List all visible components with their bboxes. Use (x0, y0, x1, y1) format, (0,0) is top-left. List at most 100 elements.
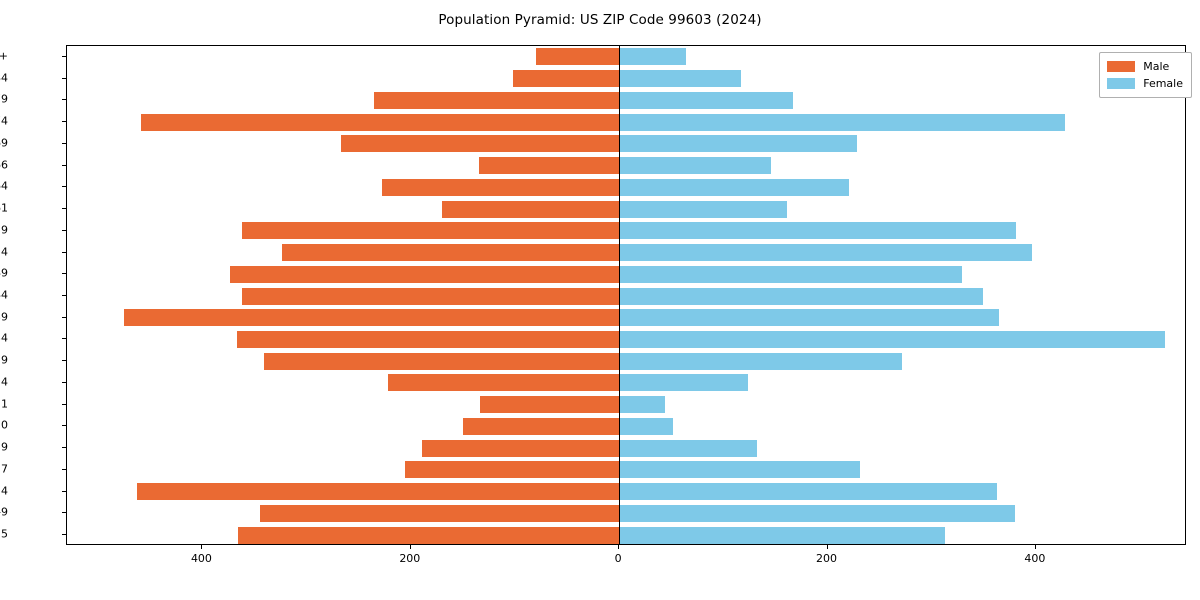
bar-male-25-29 (263, 352, 620, 370)
y-tick-label-5-9: 5-9 (0, 505, 8, 519)
bar-male-15-17 (404, 461, 620, 479)
y-tick-label-35-39: 35-39 (0, 310, 8, 324)
y-tick-mark (62, 55, 66, 57)
bar-female-10-14 (619, 483, 998, 501)
bar-male-45-49 (229, 265, 620, 283)
legend-label-male: Male (1143, 60, 1170, 73)
x-tick-mark (826, 545, 828, 549)
bar-female-80-84 (619, 70, 742, 88)
bar-male-60-61 (442, 200, 620, 218)
legend-swatch-female (1107, 78, 1136, 89)
x-tick-mark (618, 545, 620, 549)
y-tick-mark (62, 512, 66, 514)
y-tick-mark (62, 381, 66, 383)
bar-female-22-24 (619, 374, 749, 392)
bar-female-5-9 (619, 504, 1016, 522)
bar-female-50-54 (619, 244, 1032, 262)
x-tick-mark (201, 545, 203, 549)
bar-male-55-59 (242, 222, 620, 240)
y-tick-mark (62, 121, 66, 123)
y-tick-mark (62, 208, 66, 210)
bar-female-25-29 (619, 352, 902, 370)
y-tick-label-21: 21 (0, 397, 8, 411)
y-tick-label-85+: 85+ (0, 49, 8, 63)
y-tick-mark (62, 534, 66, 536)
x-tick-label-200-3: 200 (816, 552, 838, 565)
y-tick-mark (62, 490, 66, 492)
legend-item-male[interactable]: Male (1107, 58, 1183, 75)
x-tick-mark (409, 545, 411, 549)
bar-female-65-66 (619, 157, 772, 175)
bar-male-21 (479, 396, 620, 414)
zero-axis-line (619, 46, 621, 544)
bar-male-35-39 (124, 309, 620, 327)
y-tick-label-67-69: 67-69 (0, 136, 8, 150)
y-tick-mark (62, 360, 66, 362)
y-tick-mark (62, 425, 66, 427)
bar-female-85+ (619, 48, 686, 66)
y-tick-label-80-84: 80-84 (0, 71, 8, 85)
bar-female-15-17 (619, 461, 860, 479)
y-tick-label-15-17: 15-17 (0, 462, 8, 476)
y-tick-label-30-34: 30-34 (0, 331, 8, 345)
chart-title: Population Pyramid: US ZIP Code 99603 (2… (438, 12, 762, 28)
y-tick-label-22-24: 22-24 (0, 375, 8, 389)
bar-male-5-9 (259, 504, 620, 522)
y-tick-label-75-79: 75-79 (0, 92, 8, 106)
y-tick-label-45-49: 45-49 (0, 266, 8, 280)
bar-male-70-74 (140, 113, 620, 131)
bar-male-85+ (535, 48, 620, 66)
y-tick-mark (62, 229, 66, 231)
bar-female-Under 5 (619, 526, 946, 544)
y-tick-label-50-54: 50-54 (0, 245, 8, 259)
bar-male-50-54 (281, 244, 620, 262)
y-tick-mark (62, 447, 66, 449)
bar-female-45-49 (619, 265, 962, 283)
x-tick-label-400-4: 400 (1024, 552, 1046, 565)
bar-female-75-79 (619, 91, 794, 109)
legend-label-female: Female (1143, 77, 1183, 90)
y-tick-label-62-64: 62-64 (0, 179, 8, 193)
y-tick-label-18-19: 18-19 (0, 440, 8, 454)
x-tick-label-400-0: 400 (190, 552, 212, 565)
bar-female-67-69 (619, 135, 857, 153)
x-tick-label-200-1: 200 (399, 552, 421, 565)
legend-swatch-male (1107, 61, 1136, 72)
bar-male-40-44 (242, 287, 620, 305)
y-tick-label-25-29: 25-29 (0, 353, 8, 367)
y-tick-mark (62, 142, 66, 144)
bar-female-30-34 (619, 330, 1166, 348)
legend-item-female[interactable]: Female (1107, 75, 1183, 92)
y-tick-mark (62, 186, 66, 188)
y-tick-label-55-59: 55-59 (0, 223, 8, 237)
bar-male-20 (462, 417, 620, 435)
bar-male-75-79 (374, 91, 620, 109)
bar-female-35-39 (619, 309, 1000, 327)
bar-male-67-69 (341, 135, 620, 153)
bar-male-22-24 (387, 374, 620, 392)
plot-area (66, 45, 1186, 545)
bar-female-62-64 (619, 178, 850, 196)
x-tick-mark (1034, 545, 1036, 549)
y-tick-label-65-66: 65-66 (0, 158, 8, 172)
chart-legend: Male Female (1099, 52, 1192, 98)
bar-male-30-34 (236, 330, 620, 348)
y-tick-label-Under 5: Under 5 (0, 527, 8, 541)
bar-male-65-66 (478, 157, 620, 175)
bar-female-18-19 (619, 439, 757, 457)
y-tick-mark (62, 273, 66, 275)
bar-male-62-64 (381, 178, 620, 196)
y-tick-mark (62, 468, 66, 470)
x-tick-label-0-2: 0 (614, 552, 622, 565)
y-tick-mark (62, 99, 66, 101)
y-tick-mark (62, 164, 66, 166)
bar-female-21 (619, 396, 665, 414)
y-tick-mark (62, 403, 66, 405)
bar-female-60-61 (619, 200, 787, 218)
bar-male-18-19 (422, 439, 620, 457)
y-tick-mark (62, 77, 66, 79)
y-tick-label-40-44: 40-44 (0, 288, 8, 302)
bar-male-10-14 (136, 483, 620, 501)
bar-female-40-44 (619, 287, 983, 305)
